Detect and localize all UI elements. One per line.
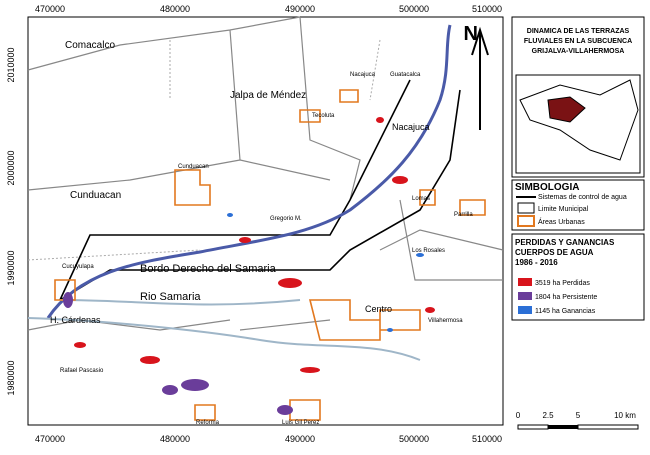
legend-item: Áreas Urbanas [538, 217, 585, 226]
scale-label: 10 km [614, 411, 636, 420]
place-label: Gregorio M. [270, 216, 302, 222]
water-gains [227, 213, 424, 332]
x-tick-label: 490000 [285, 434, 315, 444]
legend-item: Sistemas de control de agua [538, 194, 627, 201]
map-body [27, 16, 504, 421]
map-frame [27, 16, 504, 426]
river-secondary [27, 299, 421, 361]
legend-symbol [517, 202, 535, 214]
place-label: Parrilla [454, 212, 473, 218]
x-tick-label: 470000 [35, 4, 65, 14]
y-tick-label: 1980000 [6, 360, 16, 395]
water-legend-box [511, 233, 645, 321]
place-label: Centro [365, 304, 392, 314]
place-label: Nacajuca [392, 122, 430, 132]
water-persistent [63, 292, 293, 415]
legend-symbol [518, 292, 532, 300]
y-tick-label: 1990000 [6, 250, 16, 285]
place-label: Cunduacan [178, 164, 209, 170]
legend-item: Limite Municipal [538, 206, 589, 213]
place-label: Bordo Derecho del Samaria [140, 263, 277, 275]
legend-symbol [517, 215, 535, 227]
inset-study-area [547, 96, 586, 123]
municipal-limit [27, 16, 504, 331]
place-label: Lomas [412, 196, 430, 202]
x-tick-label: 500000 [399, 434, 429, 444]
place-label: Villahermosa [428, 318, 463, 324]
place-label: Rio Samaria [140, 291, 201, 303]
scale-label: 0 [516, 411, 521, 420]
place-label: Jalpa de Méndez [230, 90, 306, 101]
place-label: Los Rosales [412, 248, 445, 254]
x-tick-label: 480000 [160, 434, 190, 444]
scale-label: 2.5 [542, 411, 554, 420]
place-label: Nacajuca [350, 72, 376, 78]
map-title: DINAMICA DE LAS TERRAZAS [527, 28, 630, 35]
x-tick-label: 490000 [285, 4, 315, 14]
water-title: PERDIDAS Y GANANCIAS [515, 238, 615, 247]
river [46, 24, 452, 319]
place-label: H. Cárdenas [50, 315, 101, 325]
scale-bar [517, 424, 639, 430]
water-item: 1804 ha Persistente [535, 294, 597, 301]
water-item: 3519 ha Perdidas [535, 280, 590, 287]
water-title: CUERPOS DE AGUA [515, 248, 594, 257]
north-label: N [464, 23, 478, 45]
y-tick-label: 2010000 [6, 47, 16, 82]
map-title: GRIJALVA-VILLAHERMOSA [532, 48, 625, 55]
scale-label: 5 [576, 411, 581, 420]
x-tick-label: 510000 [472, 434, 502, 444]
water-period: 1986 - 2016 [515, 258, 558, 267]
urban-area [54, 89, 486, 421]
north-arrow [471, 26, 489, 130]
x-tick-label: 500000 [399, 4, 429, 14]
x-tick-label: 480000 [160, 4, 190, 14]
legend-symbol [518, 278, 532, 286]
place-label: Cucuyulapa [62, 264, 94, 270]
control-system [59, 79, 461, 301]
water-losses [74, 117, 435, 373]
place-label: Comacalco [65, 40, 115, 51]
place-label: Luis Gil Perez [282, 420, 319, 426]
place-label: Guatacalca [390, 72, 421, 78]
water-item: 1145 ha Ganancias [535, 308, 596, 315]
x-tick-label: 470000 [35, 434, 65, 444]
legend-symbol [518, 306, 532, 314]
road [27, 39, 381, 261]
place-label: Rafael Pascasio [60, 368, 104, 374]
x-tick-label: 510000 [472, 4, 502, 14]
place-label: Reforma [196, 420, 220, 426]
y-tick-label: 2000000 [6, 150, 16, 185]
map-title: FLUVIALES EN LA SUBCUENCA [524, 38, 632, 45]
legend-title: SIMBOLOGIA [515, 182, 579, 193]
place-label: Cunduacan [70, 190, 121, 201]
place-label: Tecoluta [312, 113, 335, 119]
